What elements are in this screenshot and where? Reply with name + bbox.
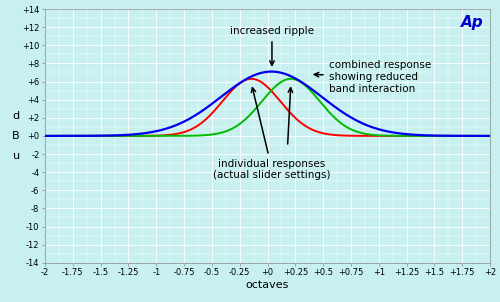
Text: increased ripple: increased ripple xyxy=(230,26,314,65)
Text: d: d xyxy=(12,111,20,120)
Text: Ap: Ap xyxy=(460,15,483,31)
Text: B: B xyxy=(12,131,20,141)
Text: individual responses
(actual slider settings): individual responses (actual slider sett… xyxy=(213,88,330,180)
Text: u: u xyxy=(12,151,20,161)
Text: combined response
showing reduced
band interaction: combined response showing reduced band i… xyxy=(314,60,431,94)
X-axis label: octaves: octaves xyxy=(246,280,289,290)
